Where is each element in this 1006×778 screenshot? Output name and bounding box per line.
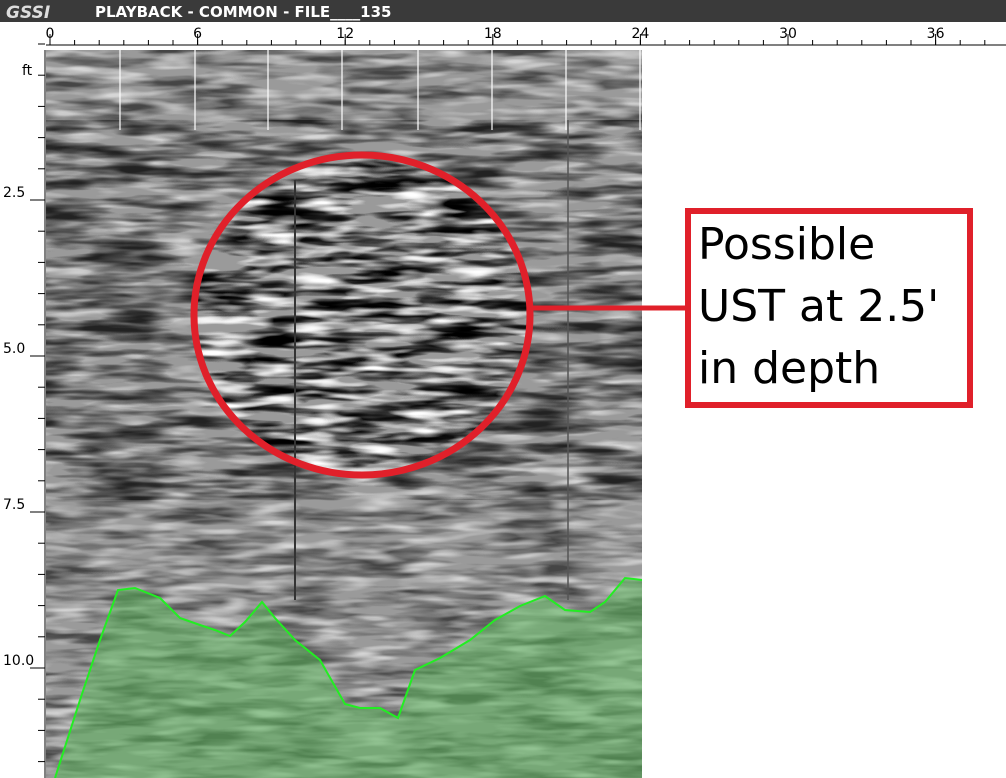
callout-text: Possible UST at 2.5' in depth [694, 214, 966, 400]
window-title: PLAYBACK - COMMON - FILE____135 [95, 3, 391, 21]
y-tick-label: 10.0 [3, 653, 34, 669]
x-tick-label: 36 [927, 26, 945, 42]
callout: Possible UST at 2.5' in depth [694, 214, 966, 402]
y-tick-label: 7.5 [3, 497, 25, 513]
y-tick-label: 2.5 [3, 185, 25, 201]
y-unit: ft [22, 63, 33, 79]
screen: GSSI PLAYBACK - COMMON - FILE____135 ft … [0, 0, 1006, 778]
x-tick-label: 6 [193, 26, 202, 42]
y-tick-label: 5.0 [3, 341, 25, 357]
x-tick-label: 0 [46, 26, 55, 42]
x-tick-label: 24 [631, 26, 649, 42]
x-tick-label: 18 [484, 26, 502, 42]
x-tick-label: 30 [779, 26, 797, 42]
logo: GSSI [6, 3, 50, 23]
x-tick-label: 12 [336, 26, 354, 42]
page: GSSI PLAYBACK - COMMON - FILE____135 ft … [0, 0, 1006, 778]
